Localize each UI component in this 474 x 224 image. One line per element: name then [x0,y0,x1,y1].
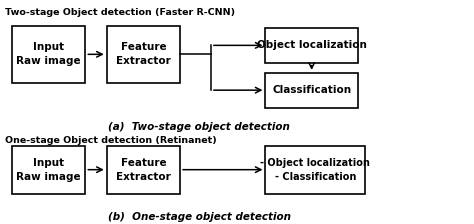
Text: Feature
Extractor: Feature Extractor [116,158,171,182]
Bar [12,146,85,194]
Bar [107,26,180,83]
Text: Classification: Classification [272,85,351,95]
Text: Feature
Extractor: Feature Extractor [116,42,171,66]
Text: (b)  One-stage object detection: (b) One-stage object detection [108,212,291,222]
Bar [12,26,85,83]
Bar [265,73,358,108]
Bar [265,28,358,63]
Bar [265,146,365,194]
Text: Input
Raw image: Input Raw image [16,42,81,66]
Text: Object localization: Object localization [257,40,366,50]
Text: Input
Raw image: Input Raw image [16,158,81,182]
Text: - Object localization
- Classification: - Object localization - Classification [260,158,370,182]
Text: Two-stage Object detection (Faster R-CNN): Two-stage Object detection (Faster R-CNN… [5,8,235,17]
Bar [107,146,180,194]
Text: One-stage Object detection (Retinanet): One-stage Object detection (Retinanet) [5,136,217,144]
Text: (a)  Two-stage object detection: (a) Two-stage object detection [108,122,290,132]
